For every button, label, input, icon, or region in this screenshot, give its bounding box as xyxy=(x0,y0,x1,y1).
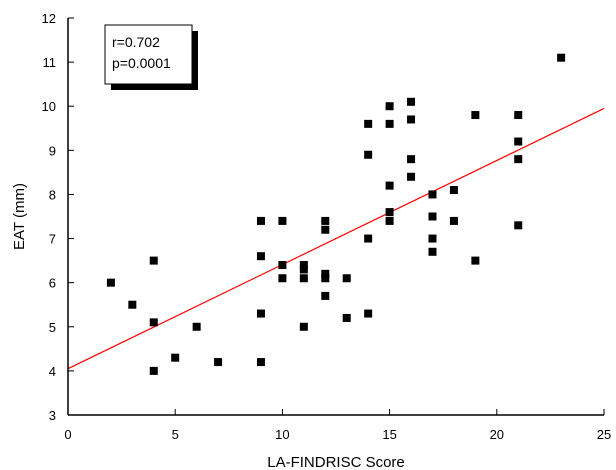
data-point xyxy=(428,234,437,243)
y-tick-label: 7 xyxy=(49,232,56,247)
y-tick-label: 4 xyxy=(49,364,56,379)
data-point xyxy=(407,97,416,106)
y-axis-title: EAT (mm) xyxy=(11,183,28,250)
data-point xyxy=(214,358,223,367)
data-point xyxy=(278,261,287,270)
data-point xyxy=(471,256,480,265)
data-point xyxy=(256,216,265,225)
data-point xyxy=(299,261,308,270)
x-tick-label: 20 xyxy=(490,427,504,442)
data-point xyxy=(428,190,437,199)
x-tick-label: 0 xyxy=(64,427,71,442)
data-point xyxy=(364,309,373,318)
data-point xyxy=(171,353,180,362)
x-axis-ticks: 0 5 10 15 20 25 xyxy=(64,409,611,442)
data-point xyxy=(299,265,308,274)
y-tick-label: 5 xyxy=(49,320,56,335)
data-point xyxy=(514,111,523,120)
data-point xyxy=(299,274,308,283)
data-point xyxy=(385,119,394,128)
data-point xyxy=(364,234,373,243)
y-tick-label: 8 xyxy=(49,187,56,202)
data-point xyxy=(149,318,158,327)
y-axis-ticks: 3 4 5 6 7 8 9 10 11 12 xyxy=(42,11,74,423)
data-point xyxy=(321,216,330,225)
data-point xyxy=(321,225,330,234)
y-tick-label: 10 xyxy=(42,99,56,114)
data-point xyxy=(514,221,523,230)
x-tick-label: 15 xyxy=(382,427,396,442)
data-point xyxy=(449,186,458,195)
data-point xyxy=(385,102,394,111)
data-point xyxy=(385,208,394,217)
data-point xyxy=(106,278,115,287)
data-point xyxy=(342,313,351,322)
stats-annotation: r=0.702 p=0.0001 xyxy=(104,24,198,90)
stats-annotation-p: p=0.0001 xyxy=(112,55,171,71)
y-tick-label: 6 xyxy=(49,276,56,291)
y-tick-label: 12 xyxy=(42,11,56,26)
x-tick-label: 5 xyxy=(172,427,179,442)
data-point xyxy=(256,252,265,261)
data-point xyxy=(321,291,330,300)
data-point xyxy=(385,181,394,190)
y-tick-label: 11 xyxy=(43,55,57,70)
data-point xyxy=(192,322,201,331)
data-point xyxy=(428,212,437,221)
data-point xyxy=(128,300,137,309)
data-point xyxy=(514,155,523,164)
y-tick-label: 9 xyxy=(49,143,56,158)
data-point xyxy=(557,53,566,62)
regression-line xyxy=(67,107,605,370)
data-point xyxy=(149,366,158,375)
data-point xyxy=(256,309,265,318)
x-tick-label: 25 xyxy=(597,427,611,442)
data-point xyxy=(299,322,308,331)
x-tick-label: 10 xyxy=(275,427,289,442)
regression-layer xyxy=(67,107,605,370)
data-point xyxy=(514,137,523,146)
data-point xyxy=(449,216,458,225)
data-point xyxy=(428,247,437,256)
data-point xyxy=(407,155,416,164)
data-point xyxy=(364,119,373,128)
y-tick-label: 3 xyxy=(49,408,56,423)
stats-annotation-r: r=0.702 xyxy=(112,34,160,50)
data-point xyxy=(342,274,351,283)
data-point xyxy=(321,274,330,283)
data-point xyxy=(407,172,416,181)
x-axis-title: LA-FINDRISC Score xyxy=(267,454,405,470)
data-point xyxy=(364,150,373,159)
data-point xyxy=(278,216,287,225)
data-point xyxy=(321,269,330,278)
data-point xyxy=(385,216,394,225)
data-point xyxy=(471,111,480,120)
data-point xyxy=(407,115,416,124)
stats-annotation-frame xyxy=(104,24,193,85)
data-point xyxy=(149,256,158,265)
data-points xyxy=(106,53,566,375)
data-point xyxy=(256,358,265,367)
data-point xyxy=(278,274,287,283)
